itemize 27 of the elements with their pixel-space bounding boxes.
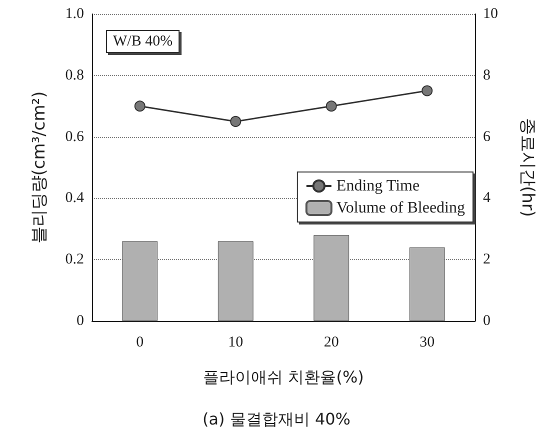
y-tick-label: 0.4	[65, 190, 84, 206]
y2-tick-label: 8	[483, 67, 490, 84]
legend-label: Ending Time	[336, 178, 420, 194]
legend-label: Volume of Bleeding	[336, 200, 465, 216]
y2-tick-label: 0	[483, 313, 490, 329]
y-tick-label: 0.6	[65, 128, 84, 145]
y2-tick-label: 2	[483, 252, 490, 268]
x-tick-label: 30	[420, 334, 435, 350]
point	[230, 116, 242, 127]
point	[326, 100, 337, 112]
y2-tick-label: 6	[483, 128, 491, 145]
y2-axis-title: 종료시간(hr)	[518, 118, 538, 218]
point	[422, 85, 433, 96]
x-axis-title: 플라이애쉬 치환율(%)	[203, 368, 364, 386]
y-tick-label: 0.2	[65, 252, 84, 268]
x-tick-label: 10	[228, 334, 244, 350]
x-tick-label: 20	[324, 334, 339, 350]
y-axis-title: 블리딩량(cm³/cm²)	[30, 91, 50, 244]
y-tick-label: 1.0	[65, 6, 84, 22]
point	[134, 100, 146, 112]
annotation: W/B 40%	[113, 34, 173, 50]
y2-tick-label: 4	[483, 190, 491, 206]
y-tick-label: 0.8	[65, 67, 84, 84]
x-tick-label: 0	[136, 334, 144, 350]
text: (a) 물결합재비 40%	[202, 410, 351, 428]
y2-tick-label: 10	[483, 6, 498, 22]
y-tick-label: 0	[76, 313, 84, 329]
